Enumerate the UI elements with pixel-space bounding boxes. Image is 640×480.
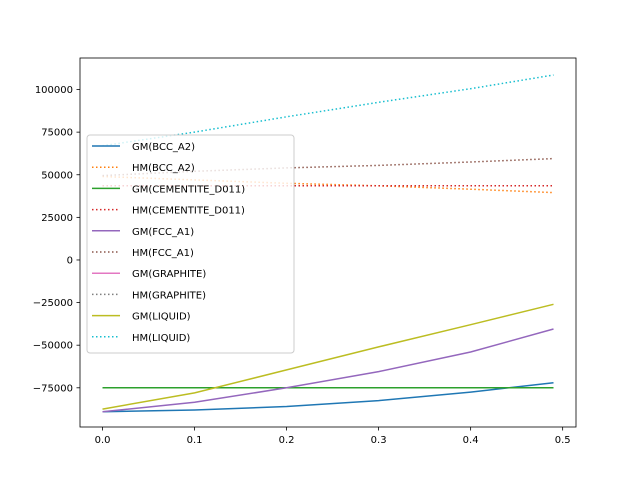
- legend-label-4: GM(FCC_A1): [132, 227, 194, 238]
- x-tick-label: 0.1: [187, 435, 203, 446]
- y-tick-label: 75000: [41, 128, 73, 139]
- legend-label-1: HM(BCC_A2): [132, 163, 195, 174]
- legend: GM(BCC_A2) HM(BCC_A2) GM(CEMENTITE_D011) HM…: [86, 134, 295, 354]
- series-line-8: [102, 303, 554, 410]
- y-tick-label: −50000: [33, 341, 73, 352]
- legend-label-5: HM(FCC_A1): [132, 248, 194, 259]
- series-line-0: [102, 381, 554, 413]
- x-tick-label: 0.4: [463, 435, 479, 446]
- x-tick-label: 0.5: [555, 435, 571, 446]
- y-tick-label: 50000: [41, 170, 73, 181]
- y-tick-label: −75000: [33, 383, 73, 394]
- legend-label-7: HM(GRAPHITE): [132, 290, 206, 301]
- legend-label-9: HM(LIQUID): [132, 333, 190, 344]
- legend-label-0: GM(BCC_A2): [132, 142, 195, 153]
- series-line-9: [102, 74, 554, 147]
- legend-box: [86, 134, 295, 354]
- y-tick-label: −25000: [33, 298, 73, 309]
- axes: 0.0 0.1 0.2 0.3 0.4 0.5 −75000 −50000 −25000 0 250…: [33, 57, 577, 446]
- legend-label-3: HM(CEMENTITE_D011): [132, 206, 245, 217]
- legend-label-2: GM(CEMENTITE_D011): [132, 184, 245, 195]
- x-tick-label: 0.2: [279, 435, 295, 446]
- legend-label-8: GM(LIQUID): [132, 312, 191, 323]
- axes-frame: [79, 57, 577, 428]
- y-tick-label: 25000: [41, 213, 73, 224]
- series-line-4: [102, 328, 554, 413]
- x-tick-label: 0.0: [95, 435, 111, 446]
- x-tick-label: 0.3: [371, 435, 387, 446]
- y-tick-label: 100000: [35, 85, 73, 96]
- legend-label-6: GM(GRAPHITE): [132, 269, 206, 280]
- y-tick-label: 0: [67, 255, 73, 266]
